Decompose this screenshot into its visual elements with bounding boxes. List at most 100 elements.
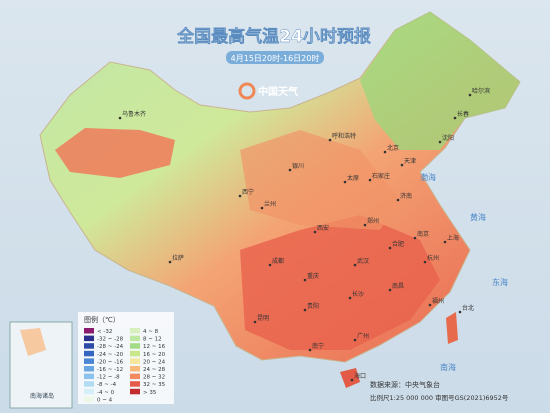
legend-swatch	[130, 373, 140, 380]
legend-swatch	[84, 366, 94, 372]
legend-label: -12 ~ -8	[97, 375, 120, 381]
legend-label: -16 ~ -12	[97, 367, 123, 373]
city-dot	[388, 288, 392, 292]
city-label: 济南	[400, 192, 412, 200]
city-dot	[363, 223, 367, 227]
city-dot	[303, 308, 307, 312]
legend-label: > 35	[143, 390, 157, 396]
city-dot	[238, 194, 242, 198]
city-dot	[328, 138, 332, 142]
title: 全国最高气温24小时预报	[176, 26, 371, 47]
city-dot	[308, 348, 312, 352]
city-label: 台北	[462, 304, 474, 312]
legend-swatch	[84, 396, 94, 402]
tarim-hot	[55, 128, 175, 178]
city-dot	[443, 240, 447, 244]
city-dot	[353, 263, 357, 267]
legend-swatch	[84, 388, 94, 395]
city-label: 北京	[387, 144, 399, 152]
city-dot	[260, 206, 264, 210]
city-dot	[343, 180, 347, 184]
legend-swatch	[130, 388, 140, 395]
city-label: 广州	[357, 332, 369, 340]
legend-swatch	[84, 335, 94, 342]
legend-swatch	[84, 350, 94, 357]
city-label: 南京	[417, 230, 429, 238]
scale: 比例尺1:25 000 000 审图号GS(2021)6952号	[370, 393, 509, 402]
legend-label: 4 ~ 8	[143, 329, 159, 335]
legend-label: 24 ~ 28	[143, 367, 166, 373]
inset-land	[20, 328, 46, 356]
legend-label: -32 ~ -28	[97, 337, 124, 343]
north-warm	[240, 130, 400, 230]
hainan	[340, 368, 360, 388]
city-label: 昆明	[257, 315, 269, 322]
city-dot	[453, 116, 457, 120]
legend-swatch	[130, 381, 140, 387]
city-dot	[268, 263, 272, 267]
city-label: 上海	[447, 234, 459, 242]
legend-swatch	[84, 358, 94, 364]
legend-swatch	[130, 335, 140, 342]
city-label: 乌鲁木齐	[122, 110, 146, 118]
legend-label: -8 ~ -4	[97, 382, 117, 388]
legend-label: 32 ~ 35	[143, 382, 166, 388]
city-dot	[428, 303, 432, 307]
city-dot	[383, 150, 387, 154]
city-label: 海口	[354, 372, 366, 380]
legend-label: 0 ~ 4	[97, 397, 113, 403]
city-label: 贵阳	[307, 302, 319, 310]
city-label: 银川	[292, 162, 304, 170]
city-label: 杭州	[427, 254, 439, 262]
city-label: 呼和浩特	[332, 132, 356, 140]
city-label: 成都	[272, 257, 284, 265]
city-label: 郑州	[367, 217, 379, 225]
city-dot	[353, 338, 357, 342]
city-label: 南宁	[312, 342, 324, 350]
logo-icon	[238, 82, 256, 100]
legend-label: < -32	[97, 329, 112, 335]
city-label: 福州	[432, 297, 444, 305]
city-label: 长春	[457, 110, 469, 118]
legend-swatch	[130, 343, 140, 349]
city-dot	[313, 230, 317, 234]
city-dot	[396, 198, 400, 202]
city-label: 合肥	[392, 240, 404, 248]
city-label: 天津	[404, 158, 416, 165]
city-label: 南昌	[392, 282, 404, 290]
northeast-green	[360, 12, 520, 150]
city-label: 武汉	[357, 257, 369, 265]
city-dot	[288, 168, 292, 172]
subtitle: 4月15日20时-16日20时	[231, 53, 320, 63]
city-dot	[168, 260, 172, 264]
legend-swatch	[130, 350, 140, 357]
city-label: 西宁	[242, 188, 254, 196]
sea-label: 东海	[492, 277, 508, 287]
city-dot	[438, 140, 442, 144]
legend-label: 8 ~ 12	[143, 337, 162, 343]
legend-label: -24 ~ -20	[97, 352, 124, 358]
city-label: 重庆	[307, 272, 319, 280]
city-dot	[348, 296, 352, 300]
city-dot	[413, 236, 417, 240]
legend-label: 28 ~ 32	[143, 375, 165, 381]
city-dot	[423, 260, 427, 264]
city-dot	[468, 93, 472, 97]
city-dot	[253, 320, 257, 324]
legend-label: -4 ~ 0	[97, 390, 115, 396]
city-label: 长沙	[352, 290, 364, 298]
legend-box	[78, 312, 174, 404]
city-label: 哈尔滨	[472, 87, 490, 95]
city-label: 兰州	[264, 200, 276, 208]
legend-label: 16 ~ 20	[143, 352, 166, 358]
city-dot	[350, 378, 354, 382]
taiwan	[446, 312, 458, 344]
legend-label: 12 ~ 16	[143, 344, 166, 350]
legend-swatch	[130, 358, 140, 364]
city-dot	[400, 163, 404, 167]
legend-swatch	[84, 381, 94, 387]
city-dot	[388, 246, 392, 250]
sea-label: 黄海	[470, 212, 486, 222]
subtitle-pill	[226, 51, 324, 64]
